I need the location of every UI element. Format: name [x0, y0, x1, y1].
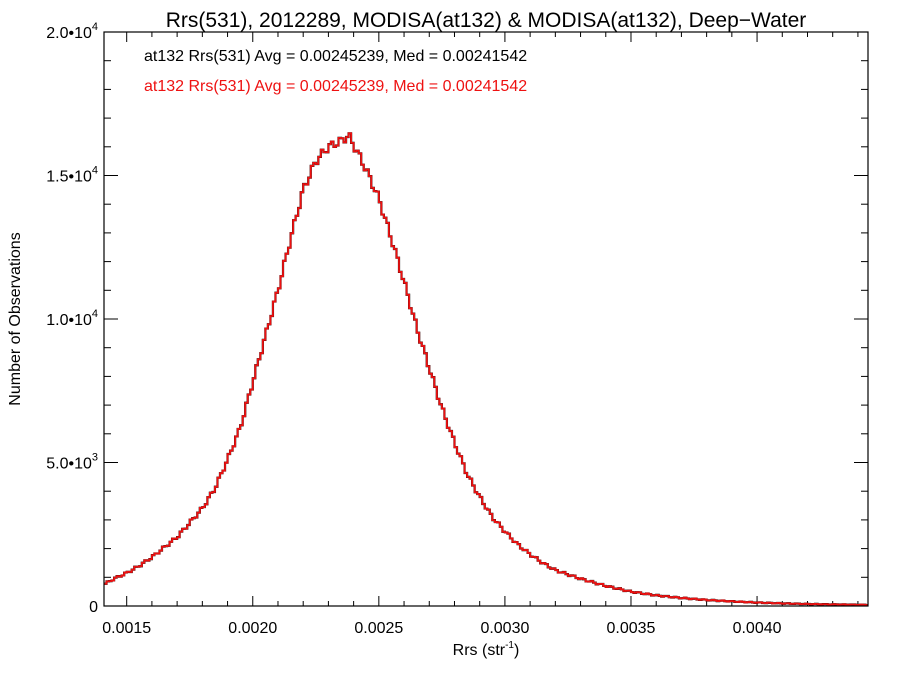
annotation-avg-med-black: at132 Rrs(531) Avg = 0.00245239, Med = 0…	[144, 48, 527, 65]
x-axis-label: Rrs (str-1)	[453, 640, 520, 659]
annotation-avg-med-red: at132 Rrs(531) Avg = 0.00245239, Med = 0…	[144, 78, 527, 95]
plot-frame	[103, 31, 869, 607]
y-tick-exponent: 3	[92, 452, 98, 464]
y-tick-mantissa: 1.5•10	[46, 169, 92, 186]
y-tick-label: 2.0•104	[46, 21, 98, 42]
x-tick-label: 0.0015	[102, 620, 151, 637]
y-tick-exponent: 4	[92, 21, 98, 33]
axes-layer: 0.0015 0.0020 0.0025 0.0030 0.0035 0.0040 0 5.0…	[46, 21, 868, 637]
x-tick-label: 0.0040	[733, 620, 782, 637]
y-axis-label: Number of Observations	[7, 232, 24, 405]
x-tick-label: 0.0020	[228, 620, 277, 637]
y-tick-label: 5.0•103	[46, 452, 98, 473]
y-tick-mantissa: 0	[89, 599, 98, 616]
y-tick-label: 1.0•104	[46, 308, 98, 329]
x-axis-label-close: )	[514, 642, 519, 659]
y-tick-mantissa: 1.0•10	[46, 312, 92, 329]
histogram-series-red	[104, 132, 868, 606]
y-tick-label: 1.5•104	[46, 165, 98, 186]
y-tick-exponent: 4	[92, 165, 98, 177]
x-tick-label: 0.0030	[480, 620, 529, 637]
y-tick-label: 0	[89, 599, 98, 616]
series-layer	[104, 132, 868, 607]
y-tick-exponent: 4	[92, 308, 98, 320]
chart-title: Rrs(531), 2012289, MODISA(at132) & MODIS…	[166, 9, 807, 32]
x-axis-label-main: Rrs (str	[453, 642, 506, 659]
x-tick-label: 0.0025	[354, 620, 403, 637]
y-tick-mantissa: 2.0•10	[46, 25, 92, 42]
y-tick-mantissa: 5.0•10	[46, 456, 92, 473]
x-axis-label-superscript: -1	[505, 640, 514, 651]
x-tick-label: 0.0035	[607, 620, 656, 637]
